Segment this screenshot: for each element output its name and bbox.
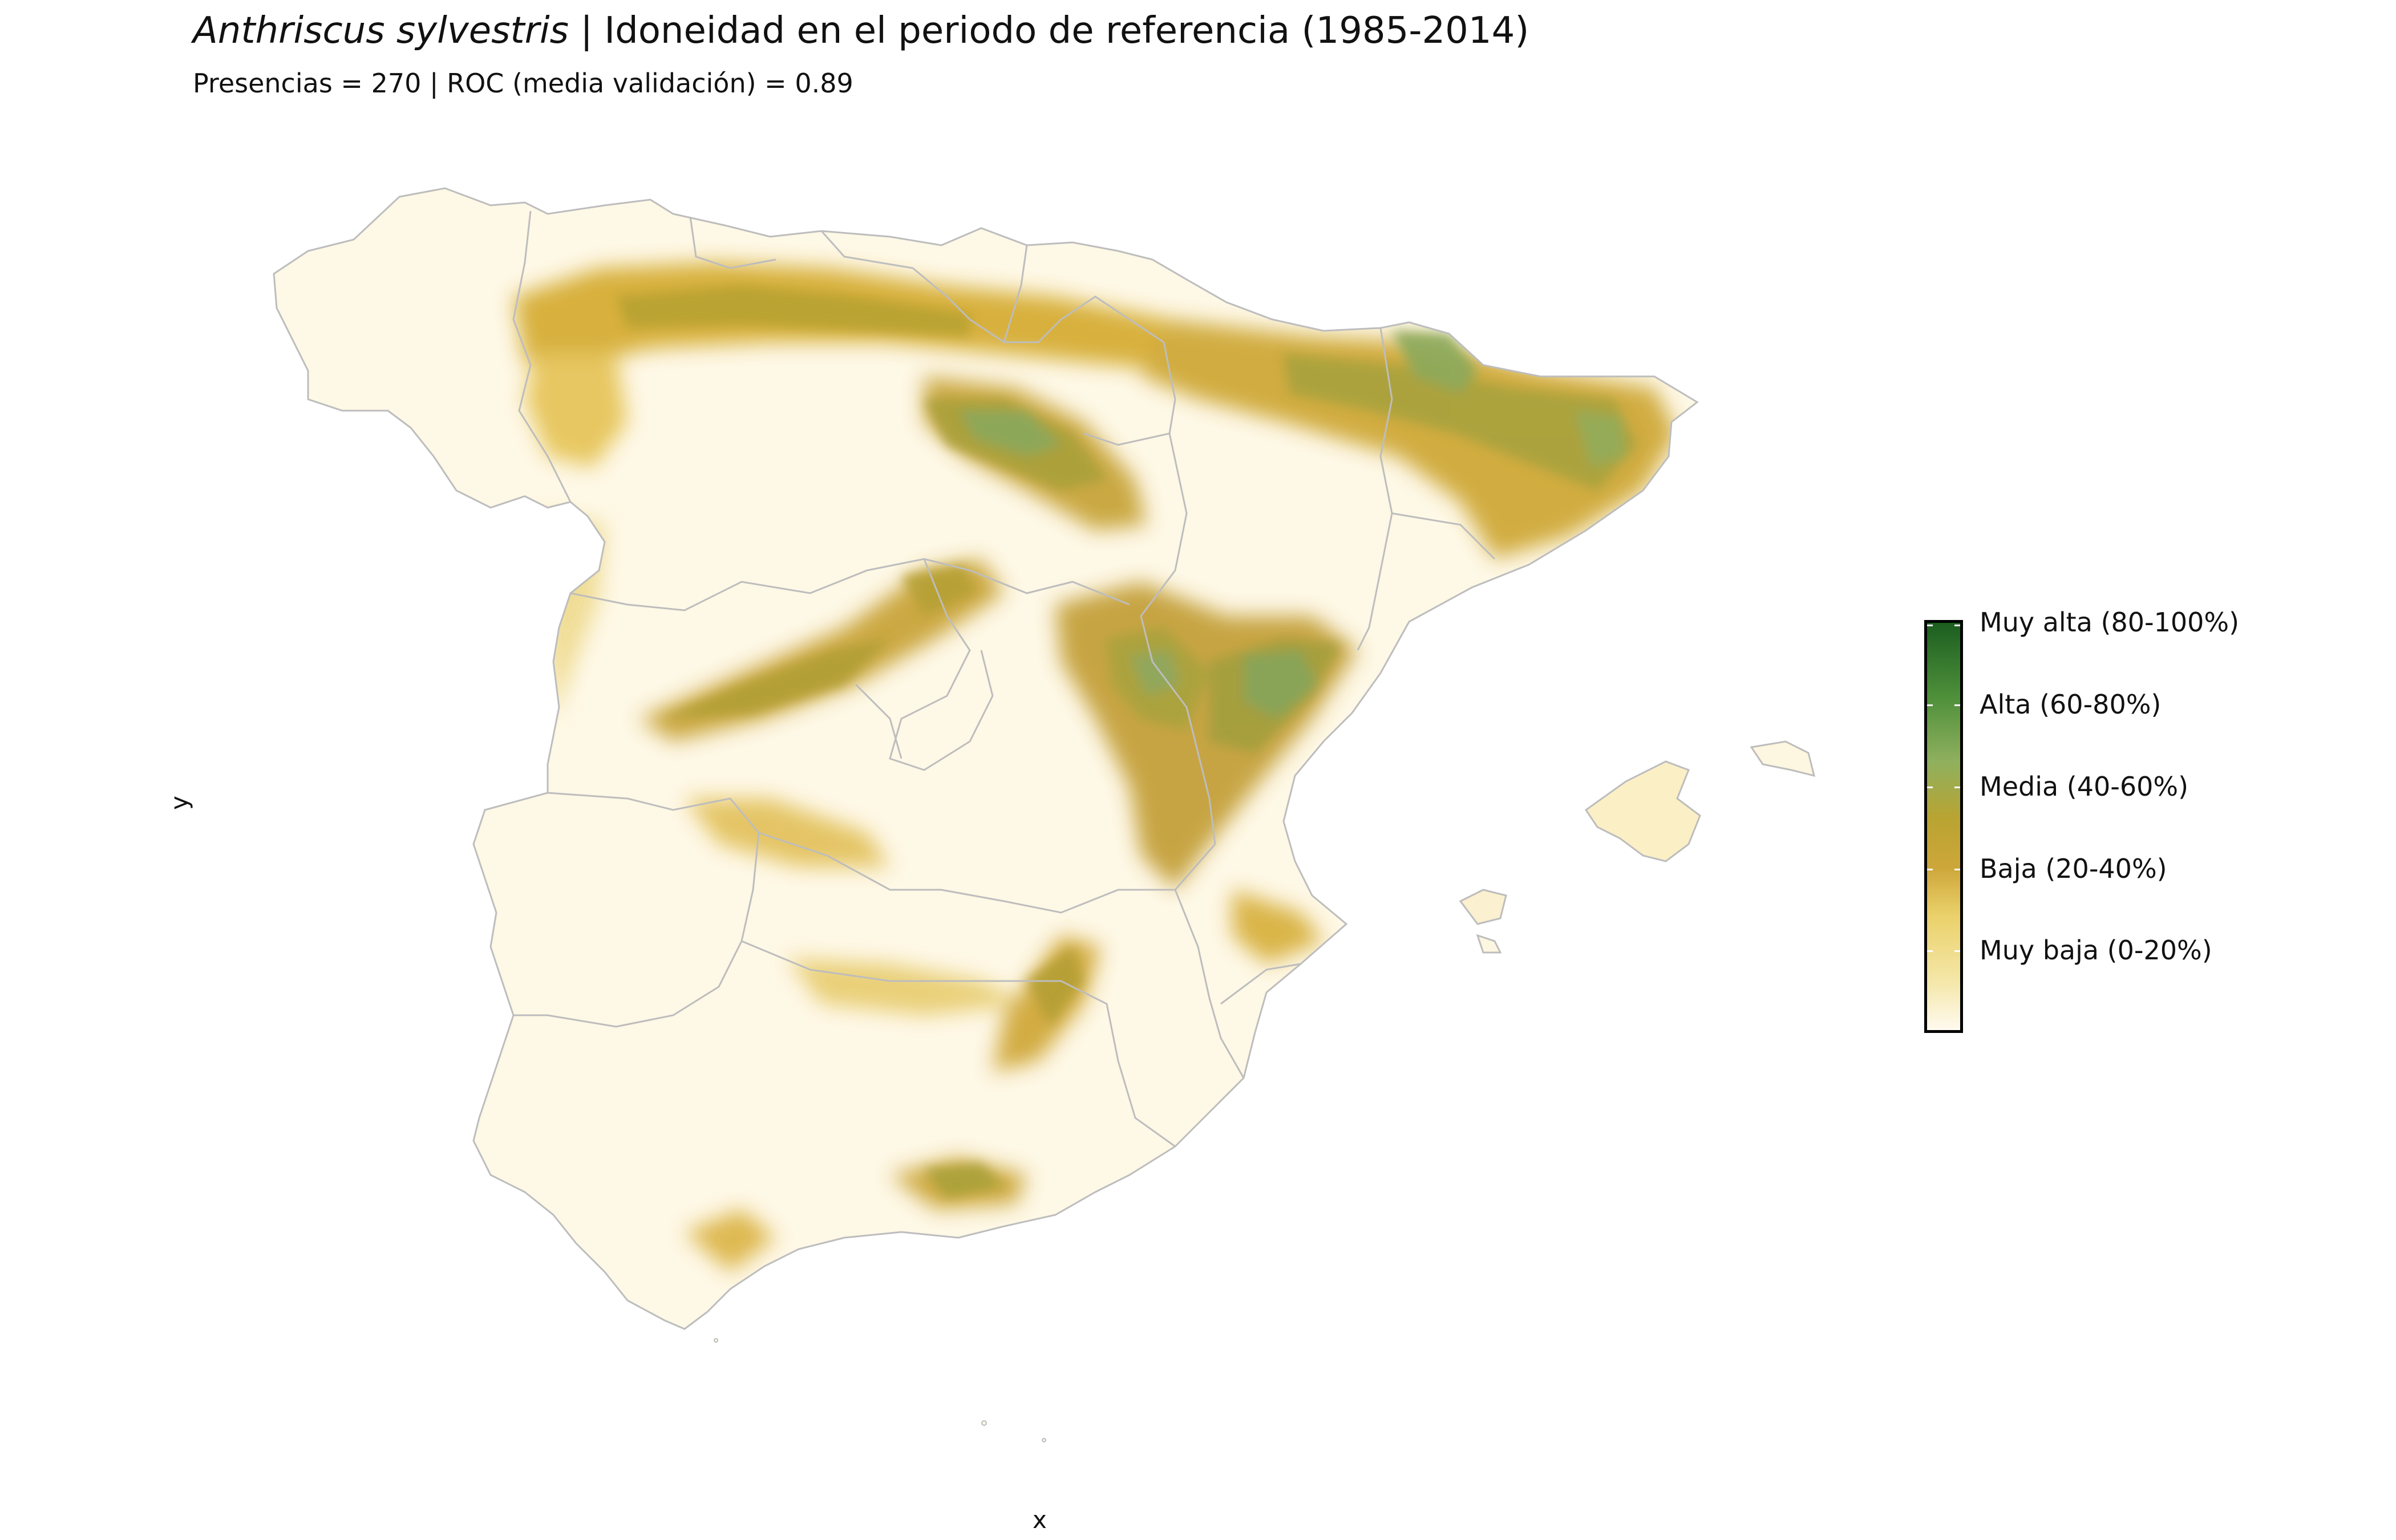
zone-pyrenees-east-high <box>1575 411 1626 468</box>
zone-nevada-medium <box>924 1164 1004 1198</box>
title-rest: | Idoneidad en el periodo de referencia … <box>569 10 1529 52</box>
x-axis-label: x <box>1033 1506 1047 1534</box>
zone-guadarrama-medium <box>901 565 976 616</box>
islets <box>714 1338 1046 1442</box>
species-name: Anthriscus sylvestris <box>193 10 569 52</box>
legend-label-very-low: Muy baja (0-20%) <box>1980 935 2212 966</box>
zone-demanda-high <box>958 411 1061 456</box>
zone-pyrenees-medium <box>1284 354 1637 491</box>
zone-pyrenees-high <box>1392 331 1478 394</box>
zone-iberian-high <box>1244 650 1318 719</box>
region-borders <box>273 187 1699 1330</box>
y-axis-label: y <box>165 796 193 810</box>
zone-ronda-low <box>685 1209 776 1272</box>
zone-gredos-medium <box>662 639 890 719</box>
ibiza <box>1459 889 1507 925</box>
map-title: Anthriscus sylvestris | Idoneidad en el … <box>193 8 1529 54</box>
menorca <box>1750 740 1816 777</box>
iberian-peninsula <box>273 187 1816 1442</box>
legend-label-high: Alta (60-80%) <box>1980 689 2162 720</box>
peninsula-landmass <box>274 188 1697 1329</box>
legend-label-medium: Media (40-60%) <box>1980 771 2189 802</box>
map-subtitle: Presencias = 270 | ROC (media validación… <box>193 68 853 99</box>
suitability-raster <box>513 262 1677 1272</box>
zone-valencia-south <box>1232 890 1324 964</box>
mallorca <box>1584 760 1701 862</box>
zone-cuenca-high <box>1130 650 1181 696</box>
zone-pyrenees-low <box>1141 319 1677 559</box>
balearic-islands <box>1459 740 1816 954</box>
zone-cantabrian-medium <box>616 285 970 337</box>
zone-cazorla-medium <box>1027 947 1084 1027</box>
legend-label-very-high: Muy alta (80-100%) <box>1980 607 2240 638</box>
legend-colorbar <box>1924 620 1963 1033</box>
zone-leon-low <box>525 354 628 468</box>
zone-morena-low <box>787 958 1027 1015</box>
zone-toledo-low <box>685 799 890 867</box>
formentera <box>1476 934 1502 954</box>
legend-label-low: Baja (20-40%) <box>1980 853 2167 884</box>
